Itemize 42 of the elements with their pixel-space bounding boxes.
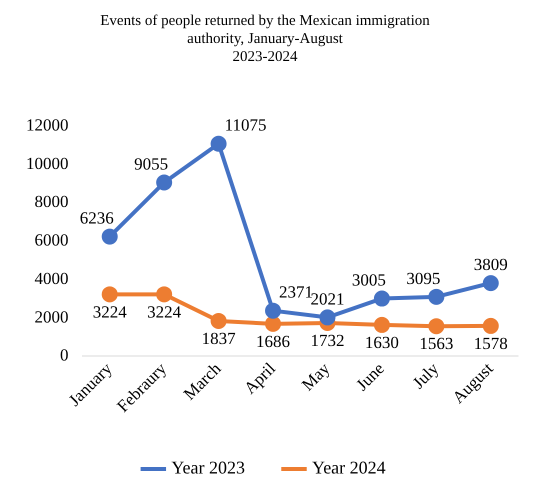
y-tick-label: 6000 <box>34 230 68 250</box>
point <box>156 174 172 190</box>
point <box>265 316 282 332</box>
y-tick-label: 10000 <box>26 154 68 173</box>
point <box>102 286 118 302</box>
x-tick-label: July <box>408 358 443 392</box>
point <box>319 309 336 326</box>
y-tick-label: 0 <box>60 346 68 365</box>
data-label: 1732 <box>310 330 344 350</box>
data-label: 6236 <box>80 208 114 228</box>
point <box>102 228 118 245</box>
point <box>210 136 227 152</box>
x-tick-label: June <box>352 358 388 394</box>
legend-label: Year 2024 <box>312 458 386 478</box>
data-label: 1578 <box>474 334 508 353</box>
data-label: 9055 <box>134 154 168 174</box>
point <box>265 302 282 319</box>
data-label: 3095 <box>406 268 440 288</box>
point <box>428 318 444 334</box>
data-label: 1686 <box>256 332 290 351</box>
x-tick-label: May <box>298 358 334 394</box>
point <box>374 290 390 307</box>
point <box>374 316 390 333</box>
data-label: 1837 <box>202 328 236 348</box>
y-tick-label: 12000 <box>26 115 68 134</box>
y-tick-label: 8000 <box>34 192 68 212</box>
data-label: 3224 <box>92 302 128 322</box>
point <box>210 312 227 329</box>
data-label: 1630 <box>364 332 399 352</box>
y-tick-label: 4000 <box>34 268 68 288</box>
data-label: 11075 <box>224 116 266 135</box>
chart-title: Events of people returned by the Mexican immigration authority, January-August 2023-2024 <box>100 12 430 65</box>
point <box>156 286 172 302</box>
data-label: 3224 <box>147 302 182 322</box>
data-label: 3005 <box>352 270 386 290</box>
legend-label: Year 2023 <box>171 458 245 478</box>
point <box>482 318 499 334</box>
y-tick-label: 2000 <box>34 307 68 326</box>
data-label: 3809 <box>474 255 508 274</box>
point <box>428 288 444 305</box>
point <box>482 275 499 292</box>
data-label: 1563 <box>419 334 454 354</box>
